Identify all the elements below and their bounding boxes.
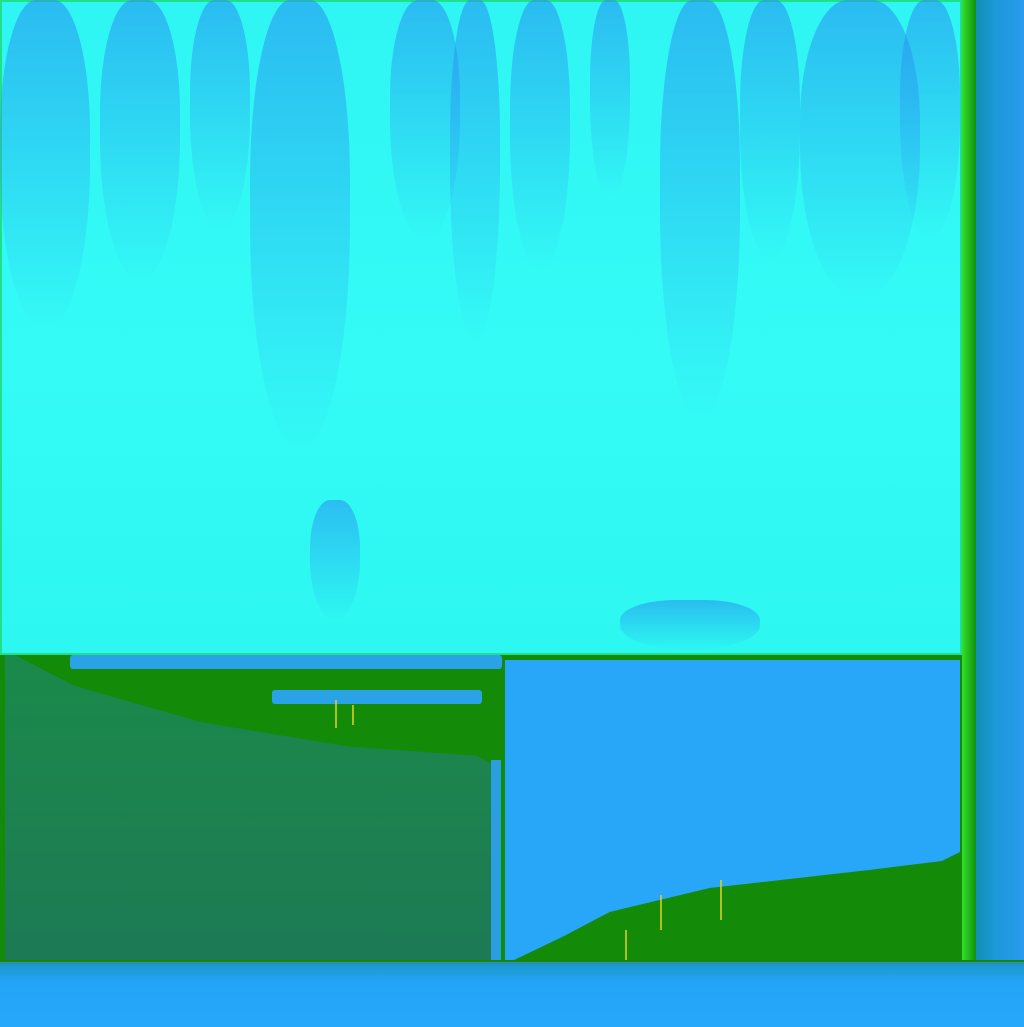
blue-panel <box>505 660 960 960</box>
cyan-texture-panel <box>0 0 962 655</box>
yellow-streak <box>335 700 337 728</box>
upper-blue-bar <box>70 655 502 669</box>
streak <box>190 0 250 230</box>
streak <box>590 0 630 200</box>
yellow-streak <box>720 880 722 920</box>
yellow-streak <box>660 895 662 930</box>
streak <box>900 0 960 240</box>
streak <box>250 0 350 450</box>
streak <box>660 0 740 420</box>
short-blue-bar <box>272 690 482 704</box>
right-green-edge <box>962 0 976 960</box>
bottom-blue-strip <box>0 962 1024 1027</box>
streak <box>740 0 800 260</box>
streak <box>450 0 500 340</box>
vertical-divider <box>491 760 501 960</box>
streak <box>100 0 180 280</box>
yellow-streak <box>352 705 354 725</box>
streak <box>510 0 570 270</box>
yellow-streak <box>625 930 627 960</box>
streak <box>310 500 360 620</box>
streak <box>620 600 760 650</box>
streak <box>0 0 90 330</box>
right-blue-strip <box>976 0 1024 960</box>
